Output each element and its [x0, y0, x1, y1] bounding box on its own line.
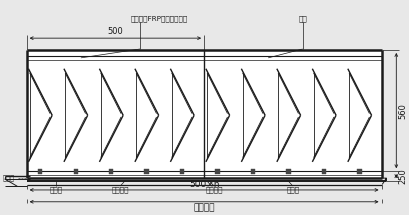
Bar	[144, 169, 148, 174]
Bar	[38, 169, 42, 174]
Bar	[250, 169, 254, 174]
Text: 560: 560	[397, 103, 406, 118]
Text: 250: 250	[397, 168, 406, 184]
Text: 天窗基座: 天窗基座	[111, 186, 129, 193]
Text: 500×n: 500×n	[189, 180, 219, 189]
Text: 洞口长度: 洞口长度	[193, 203, 214, 212]
Bar	[73, 169, 78, 174]
Text: 500: 500	[107, 27, 123, 36]
Text: 泛水板: 泛水板	[3, 174, 15, 181]
Text: 防雨板（FRP或彩色钉板）: 防雨板（FRP或彩色钉板）	[131, 16, 188, 22]
Bar	[180, 169, 184, 174]
Bar	[286, 169, 290, 174]
Text: 电动阀板: 电动阀板	[204, 186, 222, 193]
Text: 骨架: 骨架	[298, 16, 306, 22]
Bar	[321, 169, 326, 174]
Bar	[357, 169, 361, 174]
Bar	[27, 50, 381, 178]
Text: 集水槽: 集水槽	[285, 186, 299, 193]
Bar	[109, 169, 113, 174]
Text: 屋面板: 屋面板	[49, 186, 63, 193]
Bar	[215, 169, 219, 174]
